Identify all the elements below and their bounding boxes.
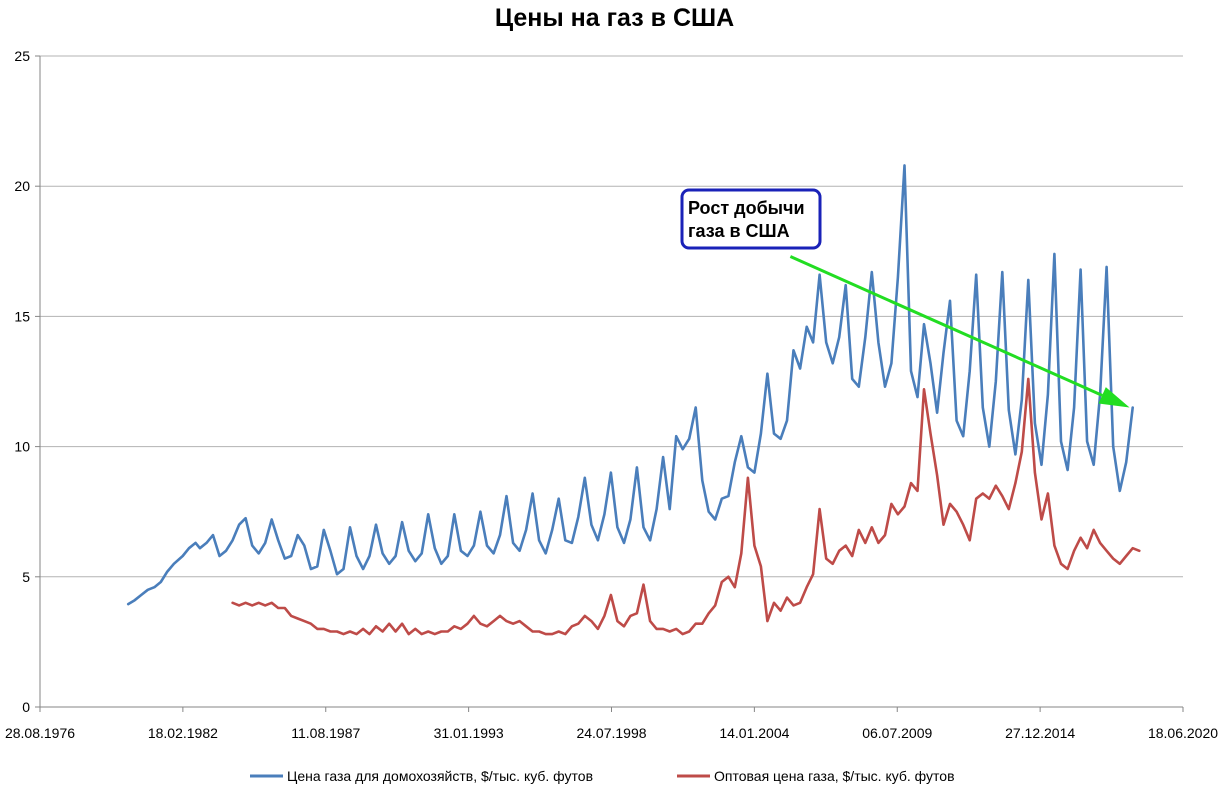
y-tick-label: 5 [22, 569, 30, 585]
annotation-line-2: газа в США [688, 221, 790, 241]
x-tick-label: 27.12.2014 [1005, 725, 1075, 741]
axis-layer: 0 5 10 15 20 25 28.08.1976 18.02.1982 11.08.1987… [5, 48, 1218, 741]
y-tick-label: 10 [14, 439, 30, 455]
series-line-household [126, 164, 1134, 606]
annotation-layer: Рост добычи газа в США [680, 188, 1130, 408]
x-tick-label: 28.08.1976 [5, 725, 75, 741]
x-tick-label: 14.01.2004 [719, 725, 789, 741]
x-tick-label: 11.08.1987 [291, 725, 360, 741]
annotation-arrow-shaft [789, 255, 1103, 397]
legend-label-wholesale: Оптовая цена газа, $/тыс. куб. фу­тов [714, 768, 955, 784]
legend-label-household: Цена газа для домохозяйств, $/тыс. куб. … [287, 768, 593, 784]
y-tick-label: 15 [14, 308, 30, 324]
series-line-wholesale [231, 377, 1141, 636]
y-tick-label: 20 [14, 178, 30, 194]
x-tick-label: 31.01.1993 [434, 725, 504, 741]
y-tick-label: 0 [22, 699, 30, 715]
x-tick-label: 18.02.1982 [148, 725, 218, 741]
grid-layer [40, 55, 1183, 578]
x-tick-label: 24.07.1998 [576, 725, 646, 741]
annotation-callout-box [680, 188, 822, 250]
annotation-line-1: Рост добычи [688, 198, 805, 218]
series-layer [126, 164, 1141, 636]
annotation-arrow-head [1098, 387, 1130, 408]
x-tick-label: 06.07.2009 [862, 725, 932, 741]
chart-title: Цены на газ в США [494, 4, 735, 32]
legend: Цена газа для домохозяйств, $/тыс. куб. … [250, 768, 955, 784]
y-tick-label: 25 [14, 48, 30, 64]
x-tick-label: 18.06.2020 [1148, 725, 1218, 741]
